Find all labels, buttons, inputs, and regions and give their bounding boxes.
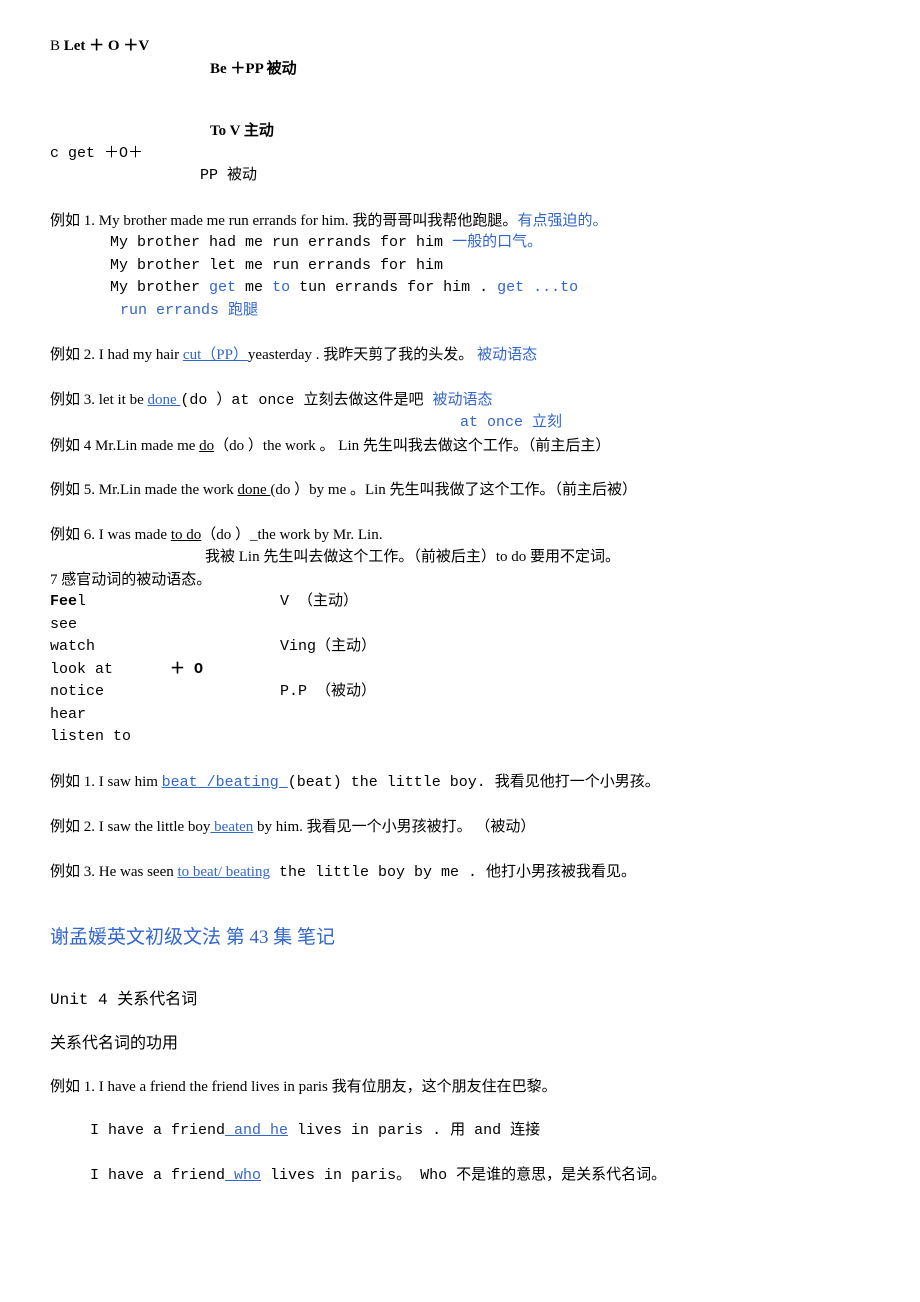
p1-u: beat /beating	[162, 774, 288, 791]
p2-line: 例如 2. I saw the little boy beaten by him…	[50, 816, 870, 839]
ex1-l4a: My brother	[110, 279, 209, 296]
q1-l1: 例如 1. I have a friend the friend lives i…	[50, 1076, 870, 1099]
ex1-line4: My brother get me to tun errands for him…	[50, 277, 870, 300]
p3-line: 例如 3. He was seen to beat/ beating the l…	[50, 861, 870, 885]
ex5-mid: (do ）by me 。Lin 先生叫我做了这个工作。（前主后被）	[270, 482, 637, 498]
ex1-l4c: tun errands for him .	[290, 279, 497, 296]
p3-mid: the little boy by me . 他打小男孩被我看见。	[270, 864, 636, 881]
s7-r3a: watch	[50, 636, 280, 659]
s7-r1: FeelV （主动）	[50, 591, 870, 614]
s7-r3b: Ving（主动）	[280, 638, 376, 655]
s7-r7: listen to	[50, 726, 870, 749]
spacer	[50, 80, 870, 120]
big-title: 谢孟媛英文初级文法 第 43 集 笔记	[50, 924, 870, 953]
c-pp-line: PP 被动	[50, 165, 870, 188]
ex1-l2: My brother had me run errands for him	[110, 234, 452, 251]
s7-r4: look at＋ O	[50, 659, 870, 682]
q1-l2b: lives in paris . 用 and 连接	[288, 1122, 540, 1139]
spacer	[50, 367, 870, 389]
spacer	[50, 794, 870, 816]
ex5-line: 例如 5. Mr.Lin made the work done (do ）by …	[50, 479, 870, 502]
spacer	[50, 1098, 870, 1120]
spacer	[50, 457, 870, 479]
q1-l2a: I have a friend	[90, 1122, 225, 1139]
ex3-line2: at once 立刻	[50, 412, 870, 435]
q1-l2u: and he	[225, 1122, 288, 1139]
section7-title: 7 感官动词的被动语态。	[50, 569, 870, 592]
s7-r4a: look at	[50, 659, 170, 682]
ex3-prefix: 例如 3. let it be	[50, 392, 148, 408]
p1-line: 例如 1. I saw him beat /beating (beat) the…	[50, 771, 870, 795]
ex4-line: 例如 4 Mr.Lin made me do（do ）the work 。 Li…	[50, 435, 870, 458]
ex2-u: cut（PP）	[183, 347, 248, 363]
s7-r5a: notice	[50, 681, 280, 704]
ex6-prefix: 例如 6. I was made	[50, 527, 171, 543]
ex3-note: 被动语态	[432, 392, 492, 408]
ex2-note: 被动语态	[477, 347, 537, 363]
p2-u: beaten	[210, 819, 253, 835]
s7-r6: hear	[50, 704, 870, 727]
ex2-mid: yeasterday . 我昨天剪了我的头发。	[248, 347, 477, 363]
s7-r3: watchVing（主动）	[50, 636, 870, 659]
ex2-prefix: 例如 2. I had my hair	[50, 347, 183, 363]
ex6-u: to do	[171, 527, 201, 543]
ex5-u: done	[237, 482, 270, 498]
spacer	[50, 502, 870, 524]
q1-l3b: lives in paris。 Who 不是谁的意思，是关系代名词。	[261, 1167, 666, 1184]
sub-title: 关系代名词的功用	[50, 1032, 870, 1056]
q1-l3: I have a friend who lives in paris。 Who …	[50, 1165, 870, 1188]
ex2-line: 例如 2. I had my hair cut（PP）yeasterday . …	[50, 344, 870, 367]
document-page: B Let ＋ O ＋V Be ＋PP 被动 To V 主动 c get ＋O＋…	[0, 0, 920, 1237]
ex3-u: done	[148, 392, 181, 408]
ex6-line2: 我被 Lin 先生叫去做这个工作。（前被后主）to do 要用不定词。	[50, 546, 870, 569]
s7-r1b: V （主动）	[280, 593, 358, 610]
ex1-line2: My brother had me run errands for him 一般…	[50, 232, 870, 255]
s7-r5: noticeP.P （被动）	[50, 681, 870, 704]
ex3-mid: (do ）at once 立刻去做这件是吧	[180, 392, 432, 409]
ex4-u: do	[199, 438, 214, 454]
q1-l3u: who	[225, 1167, 261, 1184]
spacer	[50, 322, 870, 344]
b-body: Let ＋ O ＋V	[60, 38, 149, 54]
ex1-l4to: to	[272, 279, 290, 296]
unit-title: Unit 4 关系代名词	[50, 988, 870, 1012]
ex1-line5: run errands 跑腿	[50, 300, 870, 323]
ex6-mid: （do ）_the work by Mr. Lin.	[201, 527, 382, 543]
p1-mid: (beat) the little boy. 我看见他打一个小男孩。	[288, 774, 660, 791]
c-get-line: c get ＋O＋	[50, 143, 870, 166]
ex1-note1: 有点强迫的。	[517, 213, 607, 229]
ex1-l4get: get	[209, 279, 236, 296]
p2-prefix: 例如 2. I saw the little boy	[50, 819, 210, 835]
ex4-prefix: 例如 4 Mr.Lin made me	[50, 438, 199, 454]
spacer	[50, 188, 870, 210]
p3-u: to beat/ beating	[177, 864, 269, 880]
ex1-line1: 例如 1. My brother made me run errands for…	[50, 210, 870, 233]
q1-l2: I have a friend and he lives in paris . …	[50, 1120, 870, 1143]
p2-mid: by him. 我看见一个小男孩被打。 （被动）	[253, 819, 535, 835]
p1-prefix: 例如 1. I saw him	[50, 774, 162, 790]
c-tov-line: To V 主动	[50, 120, 870, 143]
b-pp-line: Be ＋PP 被动	[50, 58, 870, 81]
s7-r1a: Feel	[50, 591, 280, 614]
ex1-l4note: get ...to	[497, 279, 578, 296]
s7-r4b: ＋ O	[170, 661, 203, 678]
ex5-prefix: 例如 5. Mr.Lin made the work	[50, 482, 237, 498]
ex6-line1: 例如 6. I was made to do（do ）_the work by …	[50, 524, 870, 547]
ex3-line1: 例如 3. let it be done (do ）at once 立刻去做这件…	[50, 389, 870, 413]
ex1-l4b: me	[236, 279, 272, 296]
spacer	[50, 839, 870, 861]
ex1-label: 例如 1. My brother made me run errands for…	[50, 213, 517, 229]
q1-l3a: I have a friend	[90, 1167, 225, 1184]
b-prefix: B	[50, 38, 60, 54]
ex1-line3: My brother let me run errands for him	[50, 255, 870, 278]
ex4-mid: （do ）the work 。 Lin 先生叫我去做这个工作。（前主后主）	[214, 438, 610, 454]
b-let-line: B Let ＋ O ＋V	[50, 35, 870, 58]
spacer	[50, 1143, 870, 1165]
s7-r2: see	[50, 614, 870, 637]
s7-r5b: P.P （被动）	[280, 683, 376, 700]
ex1-l2note: 一般的口气。	[452, 234, 542, 251]
spacer	[50, 749, 870, 771]
p3-prefix: 例如 3. He was seen	[50, 864, 177, 880]
